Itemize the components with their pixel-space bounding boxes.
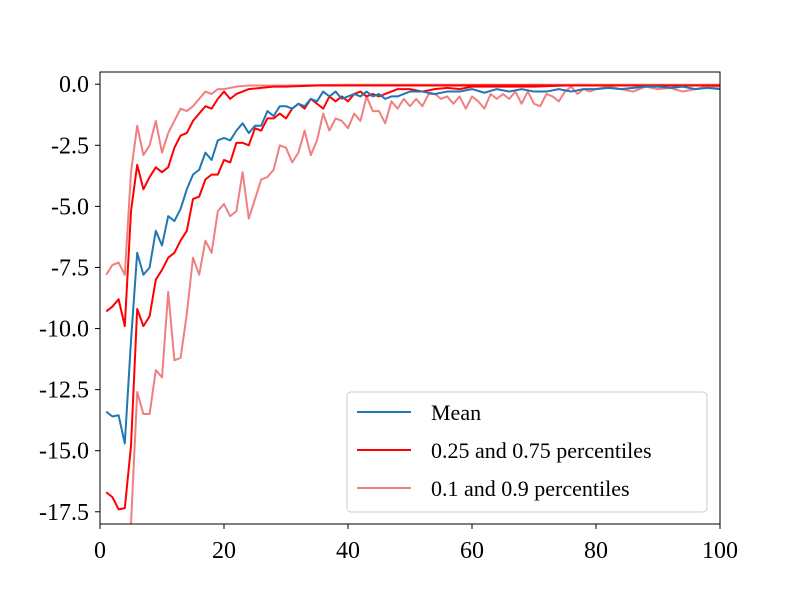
y-tick-label: -17.5 — [39, 500, 89, 526]
legend-box — [346, 391, 708, 513]
series-line-mean — [105, 85, 720, 445]
y-tick-label: -10.0 — [39, 317, 89, 343]
legend: Mean 0.25 and 0.75 percentiles 0.1 and 0… — [346, 391, 708, 513]
y-tick-label: -5.0 — [51, 194, 89, 220]
x-tick-label: 100 — [702, 538, 738, 564]
x-tick-label: 40 — [336, 538, 360, 564]
legend-label-p25-p75: 0.25 and 0.75 percentiles — [431, 438, 652, 463]
x-tick-label: 80 — [584, 538, 608, 564]
plot-frame — [99, 71, 721, 525]
legend-label-p10-p90: 0.1 and 0.9 percentiles — [431, 476, 630, 501]
y-tick-label: 0.0 — [59, 72, 89, 98]
legend-label-mean: Mean — [431, 400, 481, 425]
series-line-p10 — [130, 85, 720, 524]
y-tick-label: -15.0 — [39, 439, 89, 465]
x-tick-label: 20 — [212, 538, 236, 564]
series-line-p75 — [105, 84, 720, 328]
x-tick-label: 60 — [460, 538, 484, 564]
x-tick-label: 0 — [94, 538, 106, 564]
y-tick-label: -12.5 — [39, 378, 89, 404]
y-tick-label: -7.5 — [51, 255, 89, 281]
y-tick-label: -2.5 — [51, 133, 89, 159]
